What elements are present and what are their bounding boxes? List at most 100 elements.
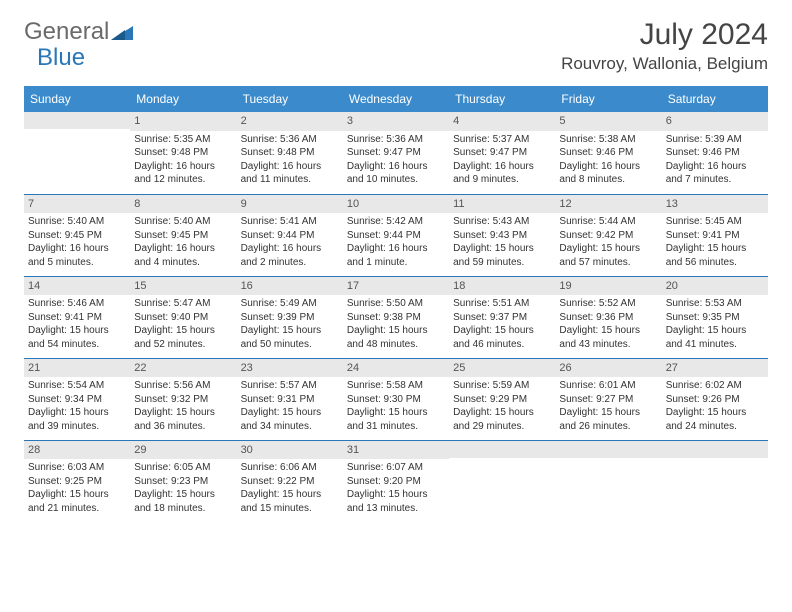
weekday-header: Saturday (662, 86, 768, 112)
day-info-line: Sunset: 9:22 PM (241, 475, 339, 489)
day-info-line: Daylight: 15 hours and 15 minutes. (241, 488, 339, 515)
calendar-day-cell (24, 112, 130, 194)
day-info-line: Sunrise: 6:03 AM (28, 461, 126, 475)
calendar-day-cell: 12Sunrise: 5:44 AMSunset: 9:42 PMDayligh… (555, 194, 661, 276)
calendar-day-cell: 22Sunrise: 5:56 AMSunset: 9:32 PMDayligh… (130, 358, 236, 440)
day-info-line: Sunset: 9:46 PM (559, 146, 657, 160)
day-info-line: Sunset: 9:34 PM (28, 393, 126, 407)
calendar-week-row: 14Sunrise: 5:46 AMSunset: 9:41 PMDayligh… (24, 276, 768, 358)
day-info-line: Daylight: 16 hours and 2 minutes. (241, 242, 339, 269)
day-info: Sunrise: 5:39 AMSunset: 9:46 PMDaylight:… (666, 133, 764, 187)
day-number: 20 (662, 277, 768, 296)
title-block: July 2024 Rouvroy, Wallonia, Belgium (561, 18, 768, 74)
day-info-line: Daylight: 16 hours and 7 minutes. (666, 160, 764, 187)
day-number: 1 (130, 112, 236, 131)
day-info-line: Daylight: 15 hours and 52 minutes. (134, 324, 232, 351)
day-number: 4 (449, 112, 555, 131)
day-number (24, 112, 130, 129)
day-info: Sunrise: 5:35 AMSunset: 9:48 PMDaylight:… (134, 133, 232, 187)
calendar-day-cell: 29Sunrise: 6:05 AMSunset: 9:23 PMDayligh… (130, 440, 236, 522)
day-info-line: Sunset: 9:44 PM (347, 229, 445, 243)
day-info-line: Sunrise: 5:47 AM (134, 297, 232, 311)
day-info: Sunrise: 5:36 AMSunset: 9:47 PMDaylight:… (347, 133, 445, 187)
weekday-header: Wednesday (343, 86, 449, 112)
day-info-line: Sunset: 9:47 PM (453, 146, 551, 160)
day-info-line: Sunrise: 5:42 AM (347, 215, 445, 229)
day-info: Sunrise: 5:40 AMSunset: 9:45 PMDaylight:… (134, 215, 232, 269)
logo-text-general: General (24, 18, 109, 46)
calendar-day-cell: 30Sunrise: 6:06 AMSunset: 9:22 PMDayligh… (237, 440, 343, 522)
day-number: 22 (130, 359, 236, 378)
day-number: 23 (237, 359, 343, 378)
day-number: 26 (555, 359, 661, 378)
day-info-line: Sunset: 9:20 PM (347, 475, 445, 489)
day-info-line: Sunrise: 5:37 AM (453, 133, 551, 147)
day-info: Sunrise: 5:50 AMSunset: 9:38 PMDaylight:… (347, 297, 445, 351)
logo: General (24, 18, 135, 46)
day-info: Sunrise: 6:02 AMSunset: 9:26 PMDaylight:… (666, 379, 764, 433)
calendar-day-cell: 6 Sunrise: 5:39 AMSunset: 9:46 PMDaylight… (662, 112, 768, 194)
calendar-day-cell: 1 Sunrise: 5:35 AMSunset: 9:48 PMDaylight… (130, 112, 236, 194)
day-info: Sunrise: 5:51 AMSunset: 9:37 PMDaylight:… (453, 297, 551, 351)
calendar-day-cell: 23Sunrise: 5:57 AMSunset: 9:31 PMDayligh… (237, 358, 343, 440)
day-info-line: Sunset: 9:32 PM (134, 393, 232, 407)
day-info-line: Sunset: 9:31 PM (241, 393, 339, 407)
calendar-day-cell (555, 440, 661, 522)
day-number: 24 (343, 359, 449, 378)
header: General July 2024 Rouvroy, Wallonia, Bel… (0, 0, 792, 80)
day-info-line: Daylight: 15 hours and 41 minutes. (666, 324, 764, 351)
calendar-week-row: 28Sunrise: 6:03 AMSunset: 9:25 PM Dayligh… (24, 440, 768, 522)
day-number: 28 (24, 441, 130, 460)
day-info-line: Sunrise: 5:36 AM (347, 133, 445, 147)
day-info-line: Daylight: 15 hours and 13 minutes. (347, 488, 445, 515)
day-info-line: Daylight: 15 hours and 54 minutes. (28, 324, 126, 351)
day-info: Sunrise: 5:41 AMSunset: 9:44 PMDaylight:… (241, 215, 339, 269)
day-info-line: Sunrise: 6:07 AM (347, 461, 445, 475)
day-info: Sunrise: 5:45 AMSunset: 9:41 PMDaylight:… (666, 215, 764, 269)
day-info-line: Sunrise: 5:59 AM (453, 379, 551, 393)
day-info-line: Sunset: 9:41 PM (666, 229, 764, 243)
day-info-line: Daylight: 15 hours and 43 minutes. (559, 324, 657, 351)
day-info-line: Daylight: 15 hours and 59 minutes. (453, 242, 551, 269)
calendar-day-cell (662, 440, 768, 522)
day-info-line: Sunrise: 5:52 AM (559, 297, 657, 311)
day-number (449, 441, 555, 458)
day-info-line: Daylight: 15 hours and 48 minutes. (347, 324, 445, 351)
logo-triangle-icon (111, 22, 133, 43)
day-info-line: Sunrise: 5:58 AM (347, 379, 445, 393)
day-info-line: Sunset: 9:25 PM (28, 475, 126, 489)
day-info-line: Daylight: 16 hours and 4 minutes. (134, 242, 232, 269)
day-info-line: Sunrise: 5:54 AM (28, 379, 126, 393)
day-info-line: Daylight: 16 hours and 1 minute. (347, 242, 445, 269)
page-title: July 2024 (561, 18, 768, 52)
day-info: Sunrise: 6:05 AMSunset: 9:23 PMDaylight:… (134, 461, 232, 515)
day-info-line: Sunset: 9:40 PM (134, 311, 232, 325)
calendar-day-cell: 25Sunrise: 5:59 AMSunset: 9:29 PMDayligh… (449, 358, 555, 440)
day-number: 6 (662, 112, 768, 131)
day-number: 25 (449, 359, 555, 378)
day-info-line: Daylight: 15 hours and 57 minutes. (559, 242, 657, 269)
day-info: Sunrise: 5:37 AMSunset: 9:47 PMDaylight:… (453, 133, 551, 187)
weekday-header: Sunday (24, 86, 130, 112)
day-info: Sunrise: 6:06 AMSunset: 9:22 PMDaylight:… (241, 461, 339, 515)
day-info-line: Sunrise: 5:40 AM (28, 215, 126, 229)
day-info-line: Sunset: 9:48 PM (241, 146, 339, 160)
day-info: Sunrise: 5:58 AMSunset: 9:30 PMDaylight:… (347, 379, 445, 433)
day-info-line: Daylight: 16 hours and 11 minutes. (241, 160, 339, 187)
day-number: 7 (24, 195, 130, 214)
day-info-line: Daylight: 15 hours and 29 minutes. (453, 406, 551, 433)
day-number: 5 (555, 112, 661, 131)
calendar-day-cell: 31Sunrise: 6:07 AMSunset: 9:20 PMDayligh… (343, 440, 449, 522)
location-subtitle: Rouvroy, Wallonia, Belgium (561, 54, 768, 74)
day-info-line: Sunset: 9:29 PM (453, 393, 551, 407)
calendar-day-cell: 17Sunrise: 5:50 AMSunset: 9:38 PMDayligh… (343, 276, 449, 358)
day-number: 30 (237, 441, 343, 460)
day-info-line: Daylight: 15 hours and 50 minutes. (241, 324, 339, 351)
day-info-line: Daylight: 15 hours and 26 minutes. (559, 406, 657, 433)
weekday-header: Friday (555, 86, 661, 112)
day-number: 18 (449, 277, 555, 296)
calendar-day-cell: 26Sunrise: 6:01 AMSunset: 9:27 PMDayligh… (555, 358, 661, 440)
day-number: 29 (130, 441, 236, 460)
weekday-header: Monday (130, 86, 236, 112)
day-info: Sunrise: 5:53 AMSunset: 9:35 PMDaylight:… (666, 297, 764, 351)
